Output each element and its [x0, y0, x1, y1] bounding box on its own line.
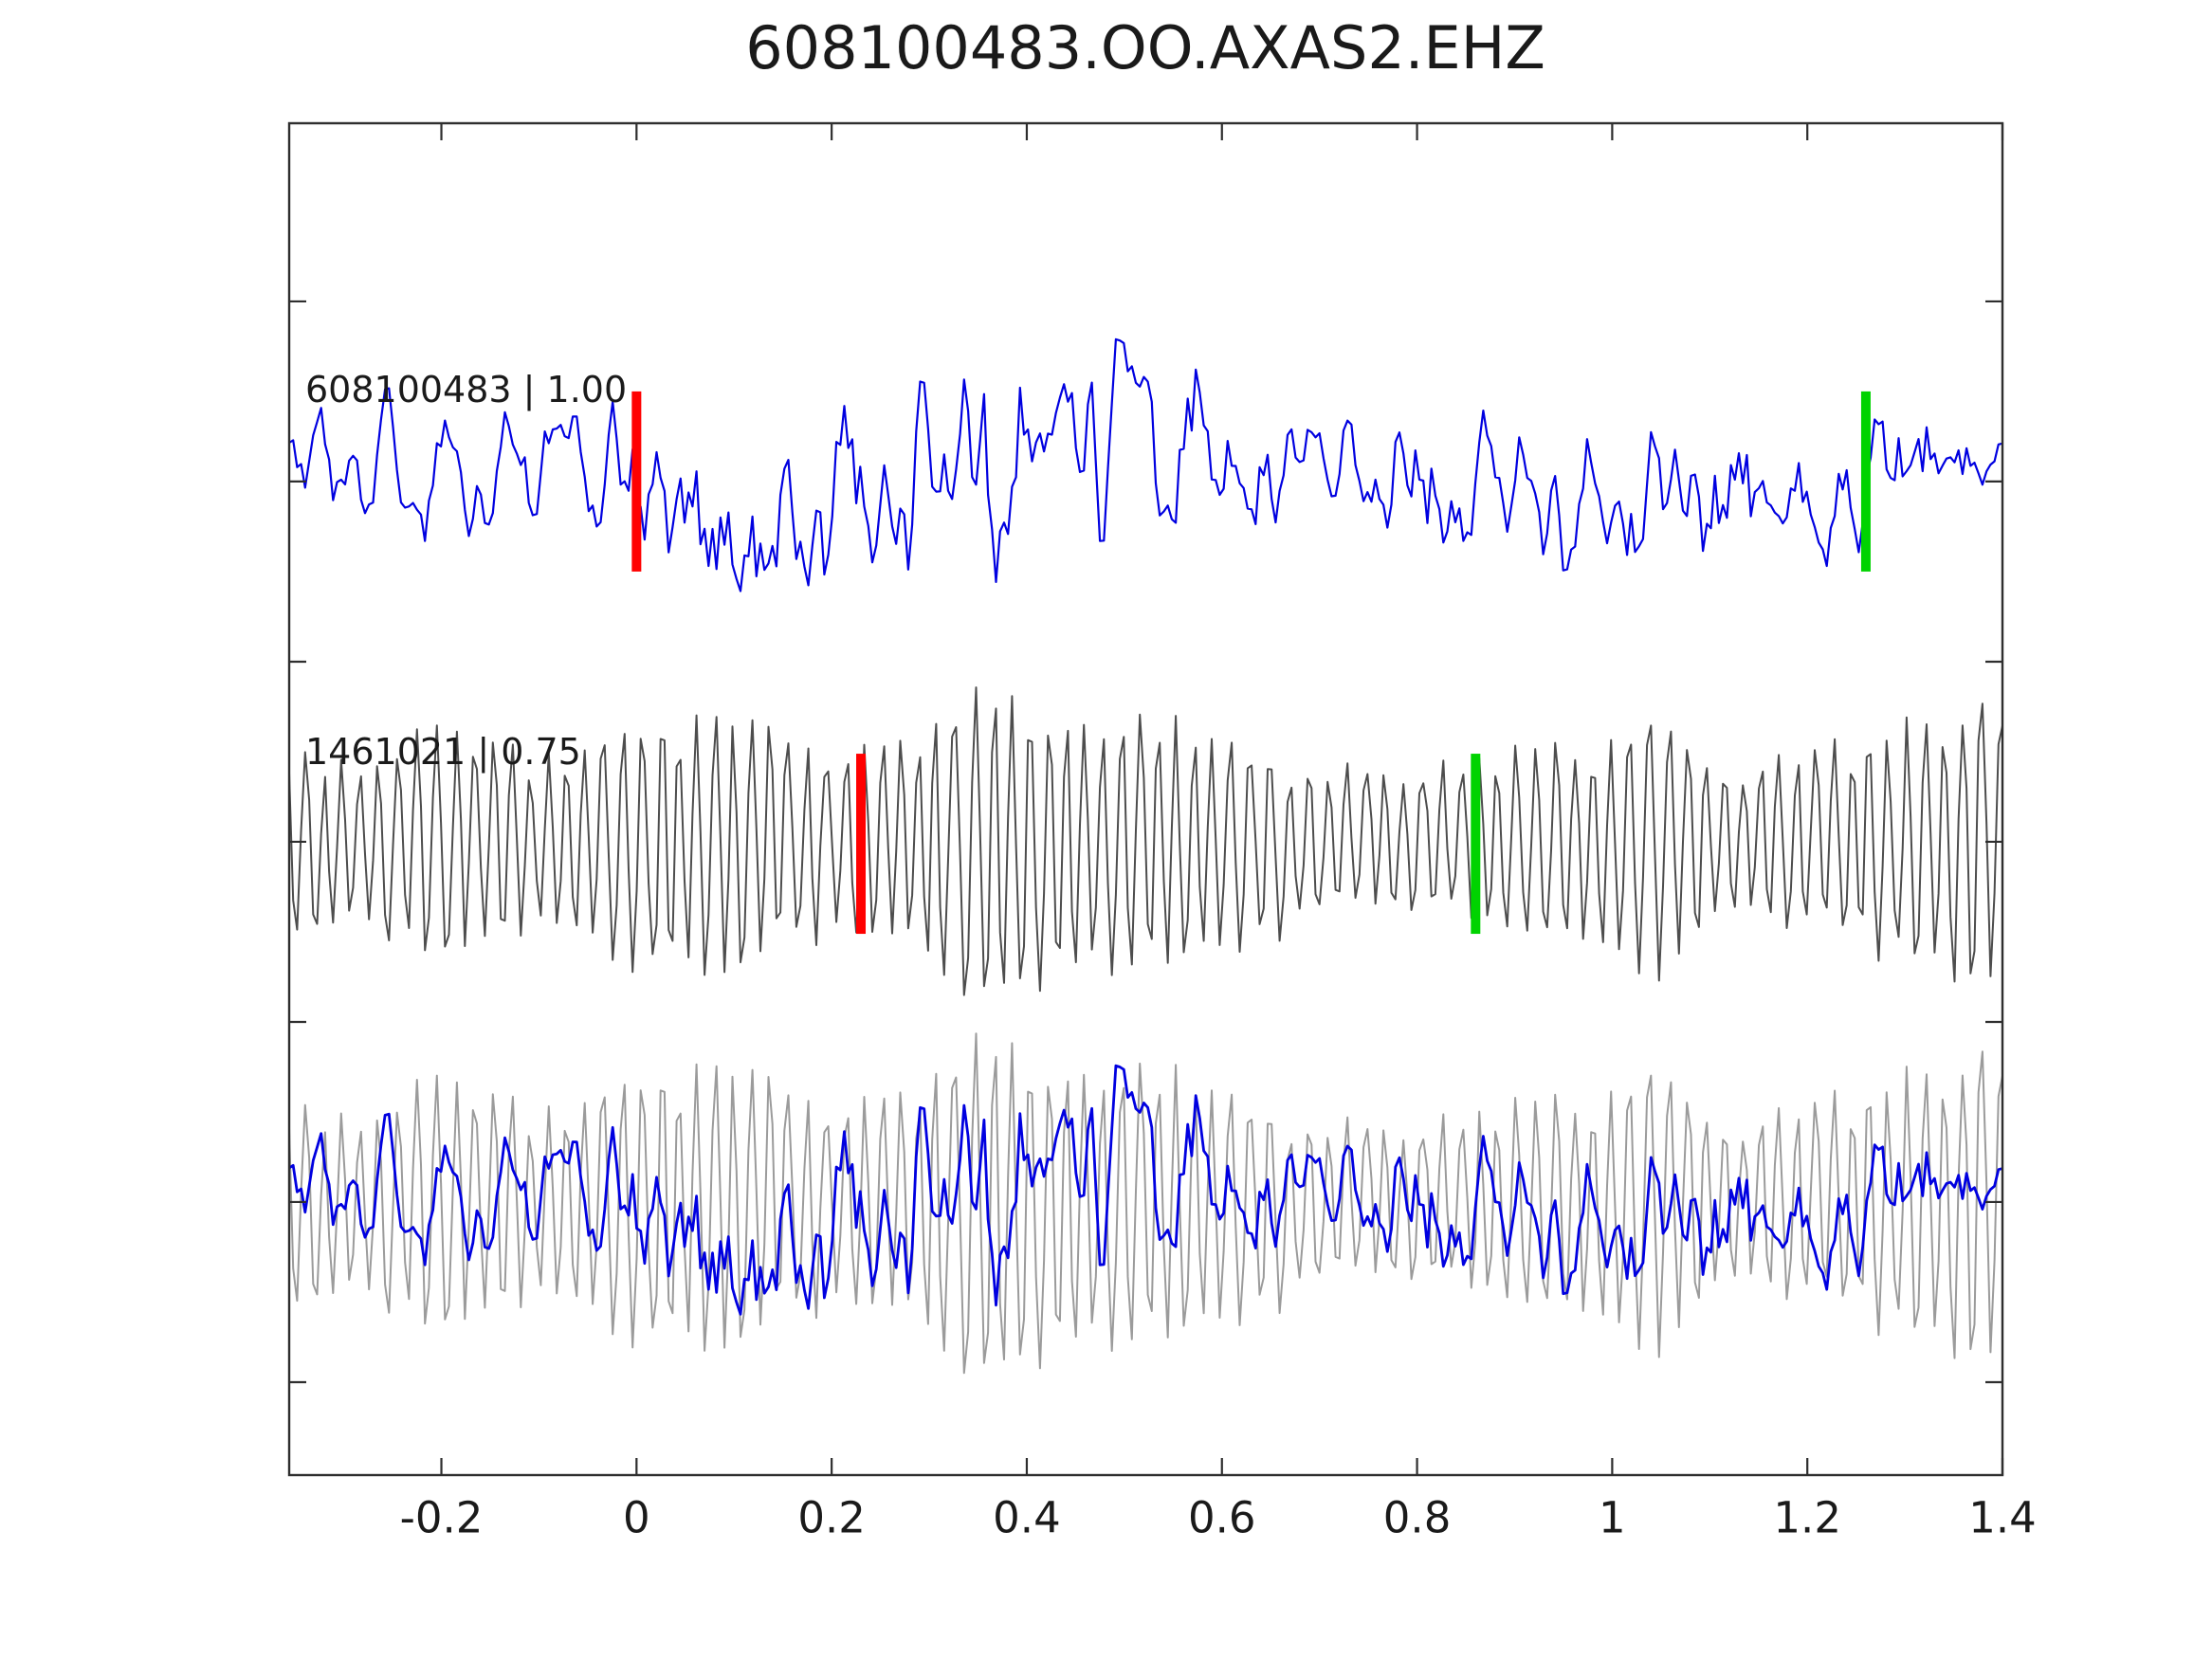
plot-frame	[287, 121, 2004, 1477]
trace-label-template: 608100483 | 1.00	[305, 369, 627, 411]
pick-markers	[631, 391, 1871, 935]
x-tick-labels: -0.2 0 0.2 0.4 0.6 0.8 1 1.2 1.4	[400, 1493, 2037, 1543]
trace-label-detection: 1461021 | 0.75	[305, 731, 581, 774]
axis-ticks	[289, 123, 2004, 1475]
waveform-traces	[289, 337, 2002, 1375]
x-tick-label: 1.4	[1968, 1493, 2037, 1543]
plot-title: 608100483.OO.AXAS2.EHZ	[745, 13, 1545, 82]
x-tick-label: 0.6	[1188, 1493, 1256, 1543]
x-tick-label: 1	[1599, 1493, 1626, 1543]
green-pick-marker-template	[1860, 391, 1871, 572]
x-tick-label: 0.8	[1383, 1493, 1452, 1543]
x-tick-label: -0.2	[400, 1493, 484, 1543]
green-pick-marker-detection	[1471, 754, 1481, 935]
x-tick-label: 0	[623, 1493, 650, 1543]
red-pick-marker-template	[631, 391, 642, 572]
overlay-template-line	[289, 1064, 2002, 1316]
x-tick-label: 0.4	[993, 1493, 1061, 1543]
trace-labels: 608100483 | 1.00 1461021 | 0.75	[305, 369, 627, 774]
x-tick-label: 0.2	[797, 1493, 866, 1543]
red-pick-marker-detection	[856, 754, 867, 935]
trace-template-line	[289, 337, 2002, 592]
overlay-detection-line	[289, 1032, 2002, 1375]
x-tick-label: 1.2	[1773, 1493, 1841, 1543]
trace-detection-line	[289, 686, 2002, 996]
